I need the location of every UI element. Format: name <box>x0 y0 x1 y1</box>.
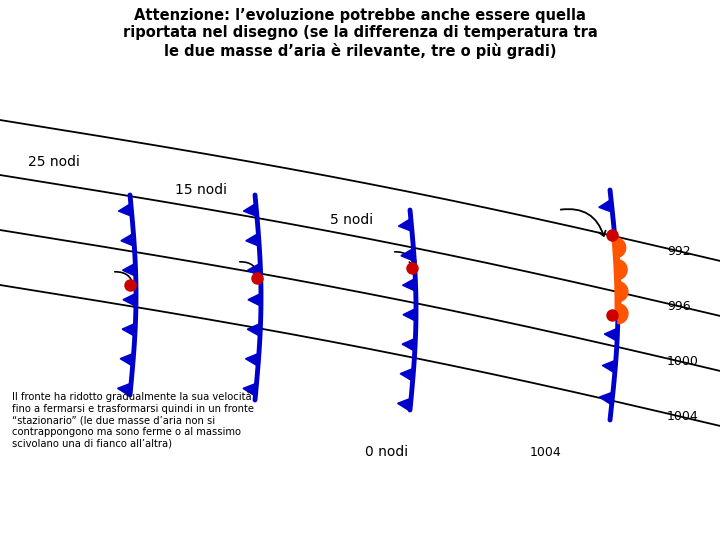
Polygon shape <box>400 368 414 381</box>
Polygon shape <box>120 353 134 366</box>
Polygon shape <box>121 233 135 246</box>
Text: 0 nodi: 0 nodi <box>365 445 408 459</box>
Polygon shape <box>123 293 136 306</box>
Text: Il fronte ha ridotto gradualmente la sua velocità
fino a fermarsi e trasformarsi: Il fronte ha ridotto gradualmente la sua… <box>12 392 254 449</box>
Polygon shape <box>604 328 618 341</box>
Text: Attenzione: l’evoluzione potrebbe anche essere quella
riportata nel disegno (se : Attenzione: l’evoluzione potrebbe anche … <box>122 8 598 59</box>
Polygon shape <box>616 260 627 280</box>
Polygon shape <box>243 204 257 217</box>
Text: 992: 992 <box>667 245 690 258</box>
Text: 1004: 1004 <box>667 410 698 423</box>
Polygon shape <box>397 398 411 411</box>
Polygon shape <box>603 360 616 373</box>
Text: 5 nodi: 5 nodi <box>330 213 373 227</box>
Polygon shape <box>403 308 416 321</box>
Polygon shape <box>247 323 261 336</box>
Text: 1000: 1000 <box>667 355 699 368</box>
Polygon shape <box>243 383 256 396</box>
Polygon shape <box>398 219 412 232</box>
Polygon shape <box>248 264 261 276</box>
Polygon shape <box>122 323 135 336</box>
Polygon shape <box>618 303 628 323</box>
Text: 25 nodi: 25 nodi <box>28 155 80 169</box>
Polygon shape <box>246 353 259 366</box>
Polygon shape <box>402 278 415 291</box>
Polygon shape <box>117 383 131 396</box>
Text: 1004: 1004 <box>530 446 562 458</box>
Text: 15 nodi: 15 nodi <box>175 183 227 197</box>
Polygon shape <box>618 282 628 302</box>
Polygon shape <box>599 199 613 212</box>
Polygon shape <box>615 238 626 258</box>
Polygon shape <box>401 248 414 261</box>
Polygon shape <box>246 233 259 246</box>
Polygon shape <box>402 338 415 351</box>
Polygon shape <box>599 392 613 405</box>
Polygon shape <box>122 264 136 276</box>
Polygon shape <box>119 204 132 217</box>
Polygon shape <box>248 293 261 306</box>
Text: 996: 996 <box>667 300 690 313</box>
